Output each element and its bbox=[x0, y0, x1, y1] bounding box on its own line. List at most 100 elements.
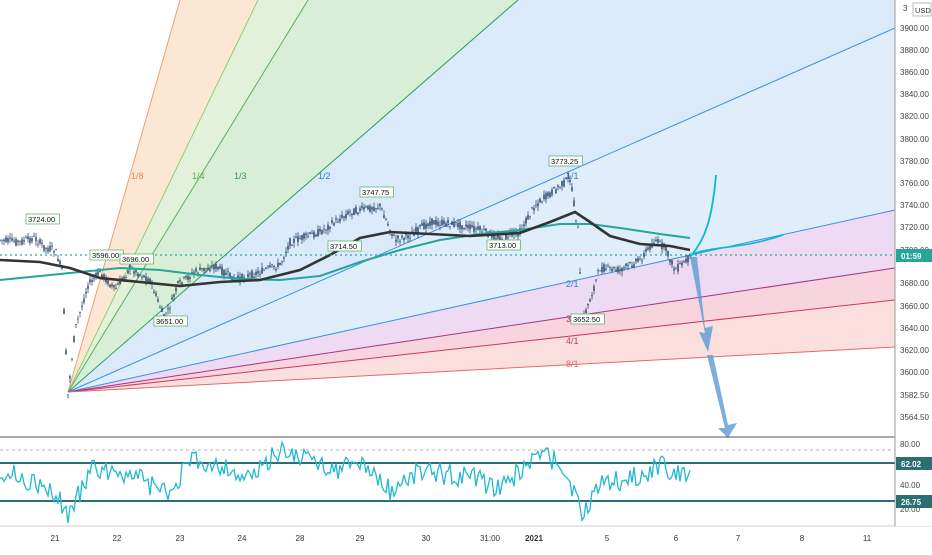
candle-body bbox=[369, 206, 371, 212]
price-tick: 3900.00 bbox=[900, 24, 929, 33]
candle-body bbox=[185, 275, 187, 278]
rsi-tick-80: 80.00 bbox=[900, 440, 921, 449]
candle-body bbox=[559, 186, 561, 188]
candle-body bbox=[113, 285, 115, 288]
candle-body bbox=[451, 221, 453, 225]
candle-body bbox=[609, 267, 611, 268]
candle-body bbox=[467, 224, 469, 229]
candle-body bbox=[445, 223, 447, 227]
fan-line-2-1[interactable] bbox=[67, 209, 896, 393]
candle-body bbox=[659, 241, 661, 242]
candle-body bbox=[273, 265, 275, 268]
fan-line-4-1[interactable] bbox=[67, 299, 896, 393]
candle-body bbox=[67, 394, 69, 396]
rsi-badge-62-text: 62.02 bbox=[901, 460, 922, 469]
candle-body bbox=[71, 358, 73, 360]
candle-body bbox=[171, 297, 173, 300]
candle-body bbox=[37, 243, 39, 245]
candle-body bbox=[539, 198, 541, 203]
candle-body bbox=[439, 224, 441, 226]
gann-fan bbox=[67, 0, 896, 393]
candle-body bbox=[3, 239, 5, 242]
fan-line-1-8[interactable] bbox=[67, 0, 181, 393]
fan-line-1-4[interactable] bbox=[67, 0, 259, 393]
candle-body bbox=[471, 225, 473, 228]
date-tick: 11 bbox=[863, 534, 872, 543]
candle-body bbox=[313, 231, 315, 238]
candle-body bbox=[265, 267, 267, 269]
candle-body bbox=[301, 235, 303, 240]
projection-side[interactable] bbox=[689, 234, 784, 256]
candle-body bbox=[645, 248, 647, 252]
candle-body bbox=[293, 238, 295, 243]
price-tag[interactable]: 3651.00 bbox=[153, 315, 188, 327]
price-tag[interactable]: 3724.00 bbox=[25, 213, 60, 225]
candle-body bbox=[307, 236, 309, 237]
candle-body bbox=[621, 267, 623, 272]
rsi-line[interactable] bbox=[0, 440, 691, 524]
candle-body bbox=[283, 257, 285, 259]
price-tag[interactable]: 3596.00 bbox=[89, 249, 124, 261]
arrow-down-2[interactable] bbox=[707, 355, 737, 438]
candle-body bbox=[589, 299, 591, 302]
moving-average-teal[interactable] bbox=[0, 223, 691, 282]
price-tag[interactable]: 3773.25 bbox=[548, 155, 583, 167]
candle-body bbox=[19, 240, 21, 242]
candle-body bbox=[567, 177, 569, 178]
candle-body bbox=[35, 237, 37, 242]
currency-label: USD bbox=[915, 6, 931, 15]
candle-body bbox=[167, 307, 169, 310]
candle-body bbox=[267, 266, 269, 268]
candle-body bbox=[345, 213, 347, 219]
candle-body bbox=[81, 305, 83, 308]
candle-body bbox=[363, 207, 365, 210]
price-tick: 3780.00 bbox=[900, 157, 929, 166]
price-candles[interactable] bbox=[0, 172, 691, 399]
candle-body bbox=[547, 192, 549, 196]
fan-line-1-2[interactable] bbox=[67, 0, 519, 393]
candle-body bbox=[21, 239, 23, 245]
candle-body bbox=[115, 288, 117, 289]
fan-line-1-1[interactable] bbox=[67, 27, 896, 393]
candle-body bbox=[381, 208, 383, 210]
rsi-panel[interactable] bbox=[0, 440, 895, 524]
candle-body bbox=[137, 273, 139, 277]
price-tick: 3720.00 bbox=[900, 223, 929, 232]
fan-line-1-3[interactable] bbox=[67, 0, 309, 393]
candle-body bbox=[197, 272, 199, 274]
candle-body bbox=[327, 224, 329, 231]
fan-label: 1/1 bbox=[566, 171, 579, 181]
candle-body bbox=[449, 226, 451, 228]
candle-body bbox=[563, 180, 565, 187]
candle-body bbox=[671, 260, 673, 265]
price-axis[interactable]: 3900.00 3880.00 3860.00 3840.00 3820.00 3800.… bbox=[900, 24, 929, 422]
moving-average-dark[interactable] bbox=[0, 210, 691, 288]
candle-body bbox=[49, 246, 51, 252]
candle-body bbox=[653, 242, 655, 244]
candle-body bbox=[669, 259, 671, 263]
fan-line-3-1[interactable] bbox=[67, 267, 896, 393]
price-tag[interactable]: 3652.50 bbox=[570, 313, 605, 325]
candle-body bbox=[457, 222, 459, 228]
candle-body bbox=[297, 236, 299, 243]
projection-up[interactable] bbox=[689, 174, 717, 258]
candle-body bbox=[533, 208, 535, 211]
candle-body bbox=[211, 265, 213, 267]
price-tag[interactable]: 3714.50 bbox=[327, 240, 362, 252]
date-axis[interactable]: 21 22 23 24 28 29 30 31:00 2021 5 6 7 8 11 bbox=[51, 534, 872, 543]
candle-body bbox=[305, 233, 307, 236]
price-tick: 3564.50 bbox=[900, 413, 929, 422]
currency-box[interactable] bbox=[912, 2, 932, 17]
price-tag[interactable]: 3713.00 bbox=[486, 239, 521, 251]
fan-line-8-1[interactable] bbox=[67, 346, 896, 393]
candle-body bbox=[189, 277, 191, 279]
candle-body bbox=[7, 238, 9, 243]
candle-body bbox=[177, 281, 179, 283]
candle-body bbox=[329, 226, 331, 229]
candle-body bbox=[277, 262, 279, 267]
price-tag[interactable]: 3696.00 bbox=[119, 253, 154, 265]
price-tag[interactable]: 3747.75 bbox=[359, 186, 394, 198]
arrow-down-1[interactable] bbox=[690, 257, 713, 352]
